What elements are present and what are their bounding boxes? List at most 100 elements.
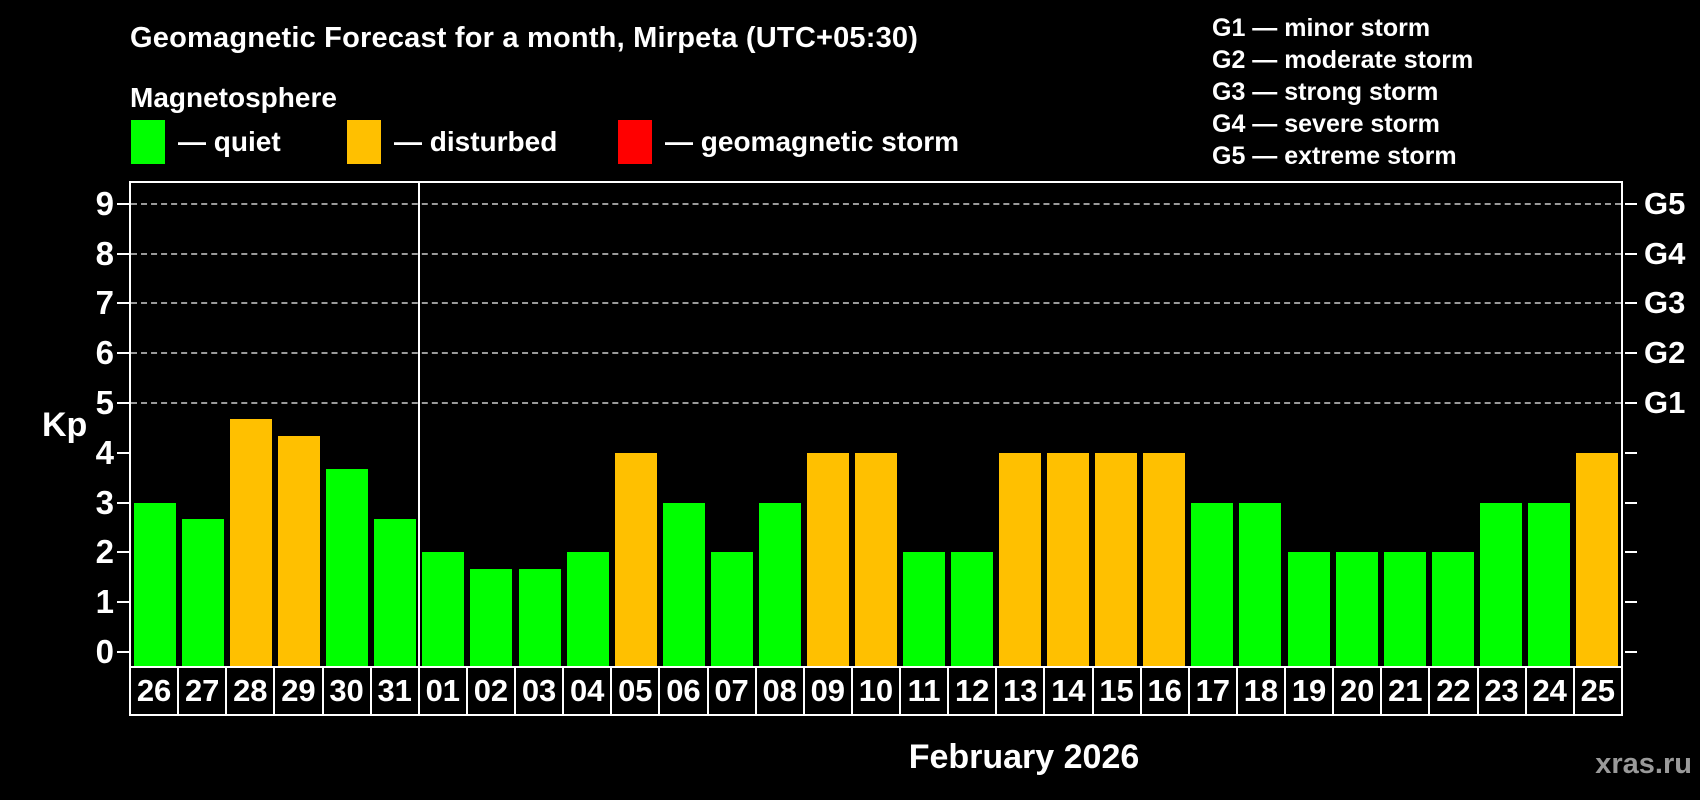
- legend-item-quiet: — quiet: [131, 119, 281, 165]
- date-cell-12: 12: [947, 666, 998, 716]
- right-axis-tick-6: [1625, 352, 1637, 355]
- date-cell-09: 09: [802, 666, 853, 716]
- kp-bar-29: [278, 436, 321, 666]
- status-legend: — quiet — disturbed — geomagnetic storm: [0, 119, 1100, 165]
- date-cell-13: 13: [995, 666, 1046, 716]
- bar-slot-15: [1092, 183, 1140, 666]
- bar-slot-29: [275, 183, 323, 666]
- month-separator-line: [418, 183, 421, 666]
- legend-label-disturbed: — disturbed: [394, 126, 558, 157]
- date-cell-30: 30: [321, 666, 372, 716]
- right-axis-tick-3: [1625, 501, 1637, 504]
- left-axis-tick-3: [117, 501, 129, 504]
- date-cell-27: 27: [177, 666, 228, 716]
- bar-slot-19: [1285, 183, 1333, 666]
- legend-label-quiet: — quiet: [178, 126, 281, 157]
- date-cell-25: 25: [1572, 666, 1623, 716]
- bar-slot-07: [708, 183, 756, 666]
- bar-slot-28: [227, 183, 275, 666]
- kp-bar-01: [422, 552, 465, 666]
- kp-bar-26: [134, 502, 177, 666]
- legend-label-storm: — geomagnetic storm: [665, 126, 960, 157]
- kp-bar-04: [566, 552, 609, 666]
- right-axis-tick-0: [1625, 651, 1637, 653]
- kp-bar-18: [1239, 502, 1282, 666]
- kp-bar-05: [614, 452, 657, 666]
- left-axis-tick-8: [117, 252, 129, 255]
- date-cell-18: 18: [1235, 666, 1286, 716]
- g-scale-legend-line-5: G5 — extreme storm: [1212, 142, 1457, 170]
- left-axis-tick-0: [117, 651, 129, 653]
- date-cell-05: 05: [610, 666, 661, 716]
- bar-slot-25: [1573, 183, 1621, 666]
- kp-bar-24: [1527, 502, 1570, 666]
- y-axis-label-6: 6: [95, 334, 114, 372]
- bar-slot-16: [1140, 183, 1188, 666]
- kp-bar-30: [326, 469, 369, 666]
- y-axis-label-0: 0: [95, 633, 114, 670]
- kp-bar-11: [903, 552, 946, 666]
- bar-slot-14: [1044, 183, 1092, 666]
- right-axis-tick-5: [1625, 402, 1637, 404]
- g-scale-legend-line-2: G2 — moderate storm: [1212, 46, 1474, 74]
- kp-bar-10: [854, 452, 897, 666]
- date-cell-04: 04: [562, 666, 613, 716]
- left-axis-tick-5: [117, 402, 129, 404]
- g-scale-legend-line-3: G3 — strong storm: [1212, 78, 1439, 106]
- date-cell-20: 20: [1332, 666, 1383, 716]
- bar-slot-17: [1188, 183, 1236, 666]
- kp-bar-23: [1479, 502, 1522, 666]
- kp-bar-21: [1383, 552, 1426, 666]
- date-cell-11: 11: [899, 666, 950, 716]
- date-cell-10: 10: [850, 666, 901, 716]
- kp-bar-02: [470, 568, 513, 666]
- date-cell-06: 06: [658, 666, 709, 716]
- kp-bar-08: [758, 502, 801, 666]
- bar-slot-21: [1381, 183, 1429, 666]
- kp-bar-28: [230, 419, 273, 666]
- gridline-kp-8: [131, 252, 1621, 255]
- date-cell-17: 17: [1187, 666, 1238, 716]
- date-cell-24: 24: [1524, 666, 1575, 716]
- kp-bar-14: [1047, 452, 1090, 666]
- chart-title: Geomagnetic Forecast for a month, Mirpet…: [130, 22, 919, 54]
- kp-bar-25: [1575, 452, 1618, 666]
- right-axis-label-G1: G1: [1644, 385, 1686, 420]
- bar-slot-12: [948, 183, 996, 666]
- date-cell-29: 29: [273, 666, 324, 716]
- kp-bar-27: [182, 519, 225, 666]
- date-cell-03: 03: [514, 666, 565, 716]
- bar-slot-13: [996, 183, 1044, 666]
- right-axis-label-G2: G2: [1644, 335, 1686, 371]
- date-cell-21: 21: [1380, 666, 1431, 716]
- chart-subtitle: Magnetosphere: [130, 82, 337, 113]
- disturbed-swatch: [347, 120, 381, 164]
- right-axis-tick-4: [1625, 451, 1637, 454]
- y-axis-label-5: 5: [95, 384, 114, 421]
- right-axis-label-G4: G4: [1644, 235, 1686, 271]
- y-axis-label-8: 8: [95, 234, 114, 272]
- left-axis-tick-7: [117, 302, 129, 305]
- bar-slot-01: [419, 183, 467, 666]
- kp-bar-07: [710, 552, 753, 666]
- gridline-kp-9: [131, 202, 1621, 205]
- bar-slot-24: [1525, 183, 1573, 666]
- right-axis-tick-7: [1625, 302, 1637, 305]
- watermark: xras.ru: [1595, 748, 1692, 780]
- g-scale-legend-line-4: G4 — severe storm: [1212, 110, 1440, 138]
- y-axis-title: Kp: [42, 406, 88, 444]
- gridline-kp-7: [131, 302, 1621, 305]
- y-axis-label-1: 1: [95, 583, 114, 621]
- g-scale-legend-line-1: G1 — minor storm: [1212, 14, 1431, 42]
- bar-slot-02: [467, 183, 515, 666]
- kp-bar-31: [374, 519, 417, 666]
- bar-slot-05: [612, 183, 660, 666]
- date-cell-16: 16: [1139, 666, 1190, 716]
- gridline-kp-5: [131, 402, 1621, 404]
- date-axis: 26 27 28 29 30 31 01 02 03 04 05 06 07 08 09 10 11 12 13 14…: [129, 666, 1623, 716]
- kp-bar-22: [1431, 552, 1474, 666]
- kp-bar-12: [951, 552, 994, 666]
- right-axis-label-G3: G3: [1644, 285, 1686, 321]
- bar-slot-06: [660, 183, 708, 666]
- kp-bar-16: [1143, 452, 1186, 666]
